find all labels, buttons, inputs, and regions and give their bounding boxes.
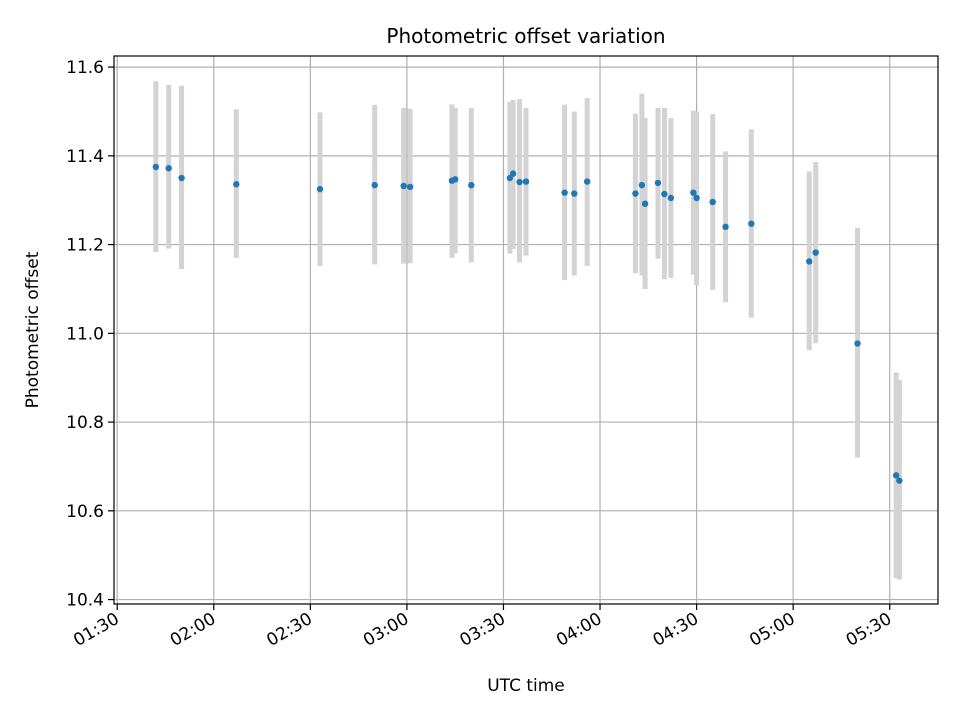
data-point (152, 163, 160, 171)
data-point (690, 189, 697, 196)
y-tick-label: 10.4 (66, 591, 104, 611)
x-tick-label: 03:30 (457, 609, 509, 651)
data-point (451, 176, 459, 183)
x-tick-label: 02:00 (167, 609, 219, 651)
y-tick-label: 10.8 (66, 413, 104, 433)
data-point (709, 198, 716, 206)
data-point (561, 189, 568, 196)
data-point (748, 220, 755, 227)
y-axis-title: Photometric offset (23, 251, 43, 408)
x-tick-label: 03:00 (360, 609, 412, 651)
y-axis-ticks: 10.4 10.6 10.8 11.0 11.2 11.4 11.6 (66, 58, 114, 611)
y-tick-label: 11.6 (66, 58, 104, 78)
x-tick-label: 05:00 (746, 609, 798, 651)
data-point (583, 178, 591, 185)
x-tick-label: 01:30 (70, 609, 122, 651)
data-point (892, 472, 900, 479)
chart-title: Photometric offset variation (386, 24, 665, 48)
data-point (165, 165, 172, 172)
data-point (371, 181, 378, 189)
data-point (233, 181, 240, 188)
x-tick-label: 04:00 (553, 609, 605, 651)
data-point (722, 223, 729, 231)
data-point (400, 182, 407, 190)
plot-frame (113, 55, 939, 605)
y-tick-label: 11.2 (66, 236, 104, 256)
data-point (516, 178, 523, 186)
x-axis-title: UTC time (487, 676, 565, 696)
data-point (812, 249, 819, 256)
data-points (152, 163, 903, 484)
data-point (506, 174, 514, 182)
data-point (178, 174, 185, 182)
x-tick-label: 05:30 (843, 609, 895, 651)
y-tick-label: 11.4 (66, 147, 104, 167)
data-point (661, 190, 668, 198)
data-point (571, 190, 578, 197)
data-point (667, 194, 675, 202)
data-point (854, 340, 861, 347)
y-tick-label: 11.0 (66, 324, 104, 344)
data-point (806, 258, 813, 265)
data-point (641, 200, 649, 207)
data-point (693, 194, 700, 202)
y-tick-label: 10.6 (66, 502, 104, 522)
data-point (654, 179, 662, 187)
data-point (522, 178, 530, 185)
data-point (638, 181, 646, 189)
x-tick-label: 04:30 (650, 609, 702, 651)
data-point (316, 185, 324, 193)
x-axis-ticks: 01:30 02:00 02:30 03:00 03:30 04:00 04:30 05:00… (70, 604, 895, 651)
x-tick-label: 02:30 (263, 609, 315, 651)
data-point (896, 477, 903, 484)
data-point (468, 181, 475, 189)
data-point (632, 190, 639, 197)
data-point (509, 170, 517, 177)
data-point (406, 183, 414, 191)
